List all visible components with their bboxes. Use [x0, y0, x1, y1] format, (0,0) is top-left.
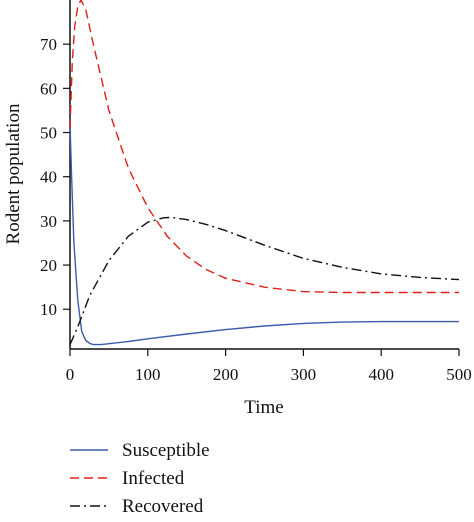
y-tick-label: 60 [40, 79, 57, 98]
series-line-susceptible [69, 123, 459, 346]
y-ticks: 10 20 30 40 50 60 70 [40, 35, 70, 319]
x-axis-label: Time [244, 397, 283, 418]
series-line-recovered [69, 216, 460, 345]
y-axis-label: Rodent population [3, 103, 24, 244]
x-tick-label: 300 [291, 365, 317, 384]
series-lines [69, 0, 460, 346]
y-tick-label: 70 [40, 35, 57, 54]
legend-label-susceptible: Susceptible [122, 440, 210, 461]
legend-label-infected: Infected [122, 468, 185, 489]
x-tick-label: 500 [446, 365, 472, 384]
y-tick-label: 50 [40, 124, 57, 143]
y-tick-label: 20 [40, 256, 57, 275]
y-tick-label: 30 [40, 212, 57, 231]
legend: Susceptible Infected Recovered [70, 440, 210, 517]
y-tick-label: 10 [40, 300, 57, 319]
x-tick-label: 100 [135, 365, 161, 384]
x-ticks: 0 100 200 300 400 500 [66, 349, 472, 384]
x-tick-label: 400 [368, 365, 394, 384]
series-line-infected [69, 0, 459, 294]
x-tick-label: 200 [213, 365, 239, 384]
x-tick-label: 0 [66, 365, 75, 384]
legend-label-recovered: Recovered [122, 496, 204, 517]
y-tick-label: 40 [40, 168, 57, 187]
plot-area: 0 100 200 300 400 500 10 20 30 40 50 60 70 [40, 0, 472, 384]
